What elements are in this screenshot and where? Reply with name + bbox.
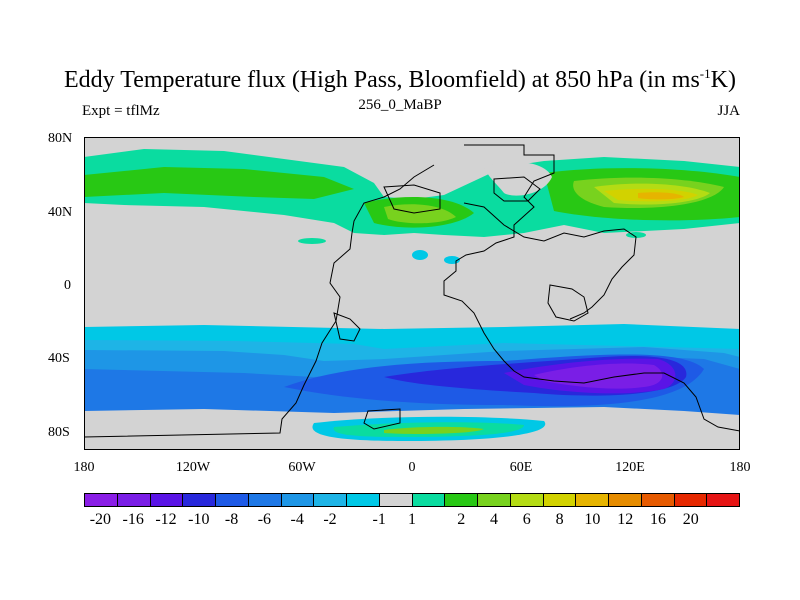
coastline-continent-main (443, 144, 740, 432)
coastline-inner-6 (493, 176, 541, 202)
x-tick-label: 120W (175, 460, 211, 475)
y-tick-label: 0 (64, 278, 71, 293)
colorbar-swatch (149, 493, 184, 507)
y-tick-label: 40S (48, 351, 70, 366)
colorbar-swatch (247, 493, 282, 507)
map-frame (84, 137, 740, 450)
colorbar-swatch (215, 493, 249, 507)
colorbar-label: -4 (290, 511, 304, 528)
x-tick-label: 120E (615, 460, 645, 475)
colorbar (84, 493, 740, 507)
colorbar-label: 2 (457, 511, 466, 528)
x-tick-label: 60W (288, 460, 316, 475)
colorbar-label: -12 (155, 511, 177, 528)
x-tick-label: 60E (509, 460, 533, 475)
y-tick-label: 80S (48, 425, 70, 440)
colorbar-label: 10 (584, 511, 601, 528)
coastline-inner-5 (383, 184, 441, 214)
colorbar-label: -8 (224, 511, 239, 528)
season-label: JJA (717, 103, 740, 119)
colorbar-swatch (640, 493, 675, 507)
colorbar-label: -16 (122, 511, 144, 528)
subtitle-label: 256_0_MaBP (358, 97, 442, 113)
colorbar-label: 12 (617, 511, 634, 528)
colorbar-swatch (509, 493, 544, 507)
colorbar-swatch (575, 493, 609, 507)
coastline-inner-2 (547, 284, 589, 322)
contour-south-band-8 (534, 363, 663, 389)
title-end: K) (710, 67, 736, 93)
colorbar-label: -10 (188, 511, 210, 528)
colorbar-swatch (444, 493, 478, 507)
contour-north-band-8 (638, 192, 684, 200)
colorbar-label: 4 (490, 511, 498, 528)
y-tick-label: 40N (48, 205, 73, 220)
coastline-inner-3 (363, 408, 401, 430)
colorbar-swatch (411, 493, 446, 507)
contour-south-band-11 (384, 426, 484, 434)
colorbar-swatch (706, 493, 740, 507)
colorbar-swatch (346, 493, 380, 507)
y-tick-label: 80N (48, 131, 73, 146)
colorbar-swatch (477, 493, 511, 507)
x-tick-label: 180 (73, 460, 95, 475)
coastlines (84, 144, 740, 438)
colorbar-label: 20 (682, 511, 699, 528)
coastline-inner-1 (463, 202, 637, 320)
coastline-continent-west (84, 164, 435, 438)
colorbar-label: 8 (555, 511, 564, 528)
experiment-label: Expt = tflMz (82, 103, 160, 119)
x-tick-label: 180 (729, 460, 751, 475)
colorbar-label: -6 (257, 511, 272, 528)
flux-map (84, 137, 740, 450)
contour-north-gray-1 (484, 161, 552, 196)
contour-blob-2 (412, 250, 428, 260)
chart-title: Eddy Temperature flux (High Pass, Bloomf… (0, 66, 800, 94)
colorbar-swatch (608, 493, 642, 507)
colorbar-label: 6 (522, 511, 531, 528)
colorbar-label: -1 (372, 511, 386, 528)
title-superscript: -1 (699, 66, 711, 81)
colorbar-swatch (542, 493, 577, 507)
contour-blob-1 (298, 238, 326, 244)
colorbar-swatch (84, 493, 118, 507)
title-main: Eddy Temperature flux (High Pass, Bloomf… (64, 67, 700, 93)
colorbar-swatch (280, 493, 315, 507)
colorbar-label: -20 (89, 511, 112, 528)
colorbar-swatch (182, 493, 216, 507)
colorbar-swatch (378, 493, 413, 507)
x-tick-label: 0 (408, 460, 416, 475)
colorbar-swatch (116, 493, 151, 507)
colorbar-label: 1 (408, 511, 416, 528)
colorbar-swatch (313, 493, 347, 507)
contour-north-band-2 (84, 167, 354, 199)
colorbar-label: -2 (323, 511, 337, 528)
colorbar-label: 16 (650, 511, 666, 528)
colorbar-swatch (673, 493, 708, 507)
coastline-inner-4 (333, 312, 361, 342)
